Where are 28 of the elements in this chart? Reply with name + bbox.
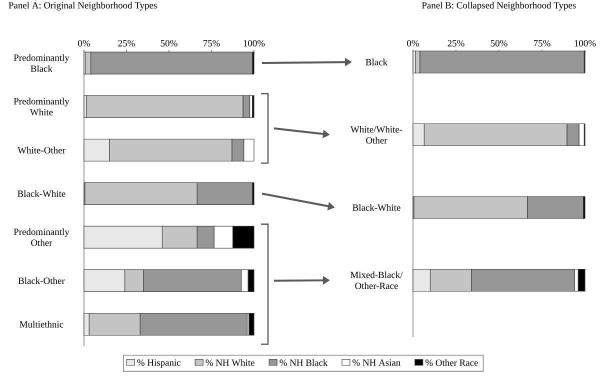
y-tick-label: Black-Other [18,277,65,284]
x-tick-label: 25% [448,40,464,46]
x-tick-label: 25% [118,40,135,46]
x-tick-label: 100% [574,40,596,46]
legend-label: % Hispanic [137,359,181,368]
x-tick-label: 0% [78,40,90,46]
y-tick-label: Predominantly Black [14,54,70,72]
x-tick-label: 75% [203,40,220,46]
y-tick-label: White-Other [18,146,66,154]
legend-label: % Other Race [425,359,478,366]
y-tick-label: Black-White [18,190,66,198]
legend-label: % NH Black [280,359,328,366]
x-tick-label: 100% [244,40,265,46]
y-tick-label: Multiethnic [20,320,64,328]
chart-title: Panel A: Original Neighborhood Types [8,2,157,10]
y-tick-label: White/White-Other [350,126,402,144]
y-tick-label: Black [366,58,388,66]
legend-label: % NH White [206,359,254,366]
y-tick-label: Predominantly White [14,98,70,116]
y-tick-label: Mixed-Black/ Other-Race [350,271,403,290]
y-tick-label: Black-White [352,204,400,211]
y-tick-label: Predominantly Other [14,228,70,246]
x-tick-label: 50% [160,40,178,46]
x-tick-label: 75% [534,40,550,46]
x-tick-label: 50% [490,40,508,46]
chart-title: Panel B: Collapsed Neighborhood Types [422,2,576,10]
legend-label: % NH Asian [352,359,400,366]
x-tick-label: 0% [407,40,419,46]
